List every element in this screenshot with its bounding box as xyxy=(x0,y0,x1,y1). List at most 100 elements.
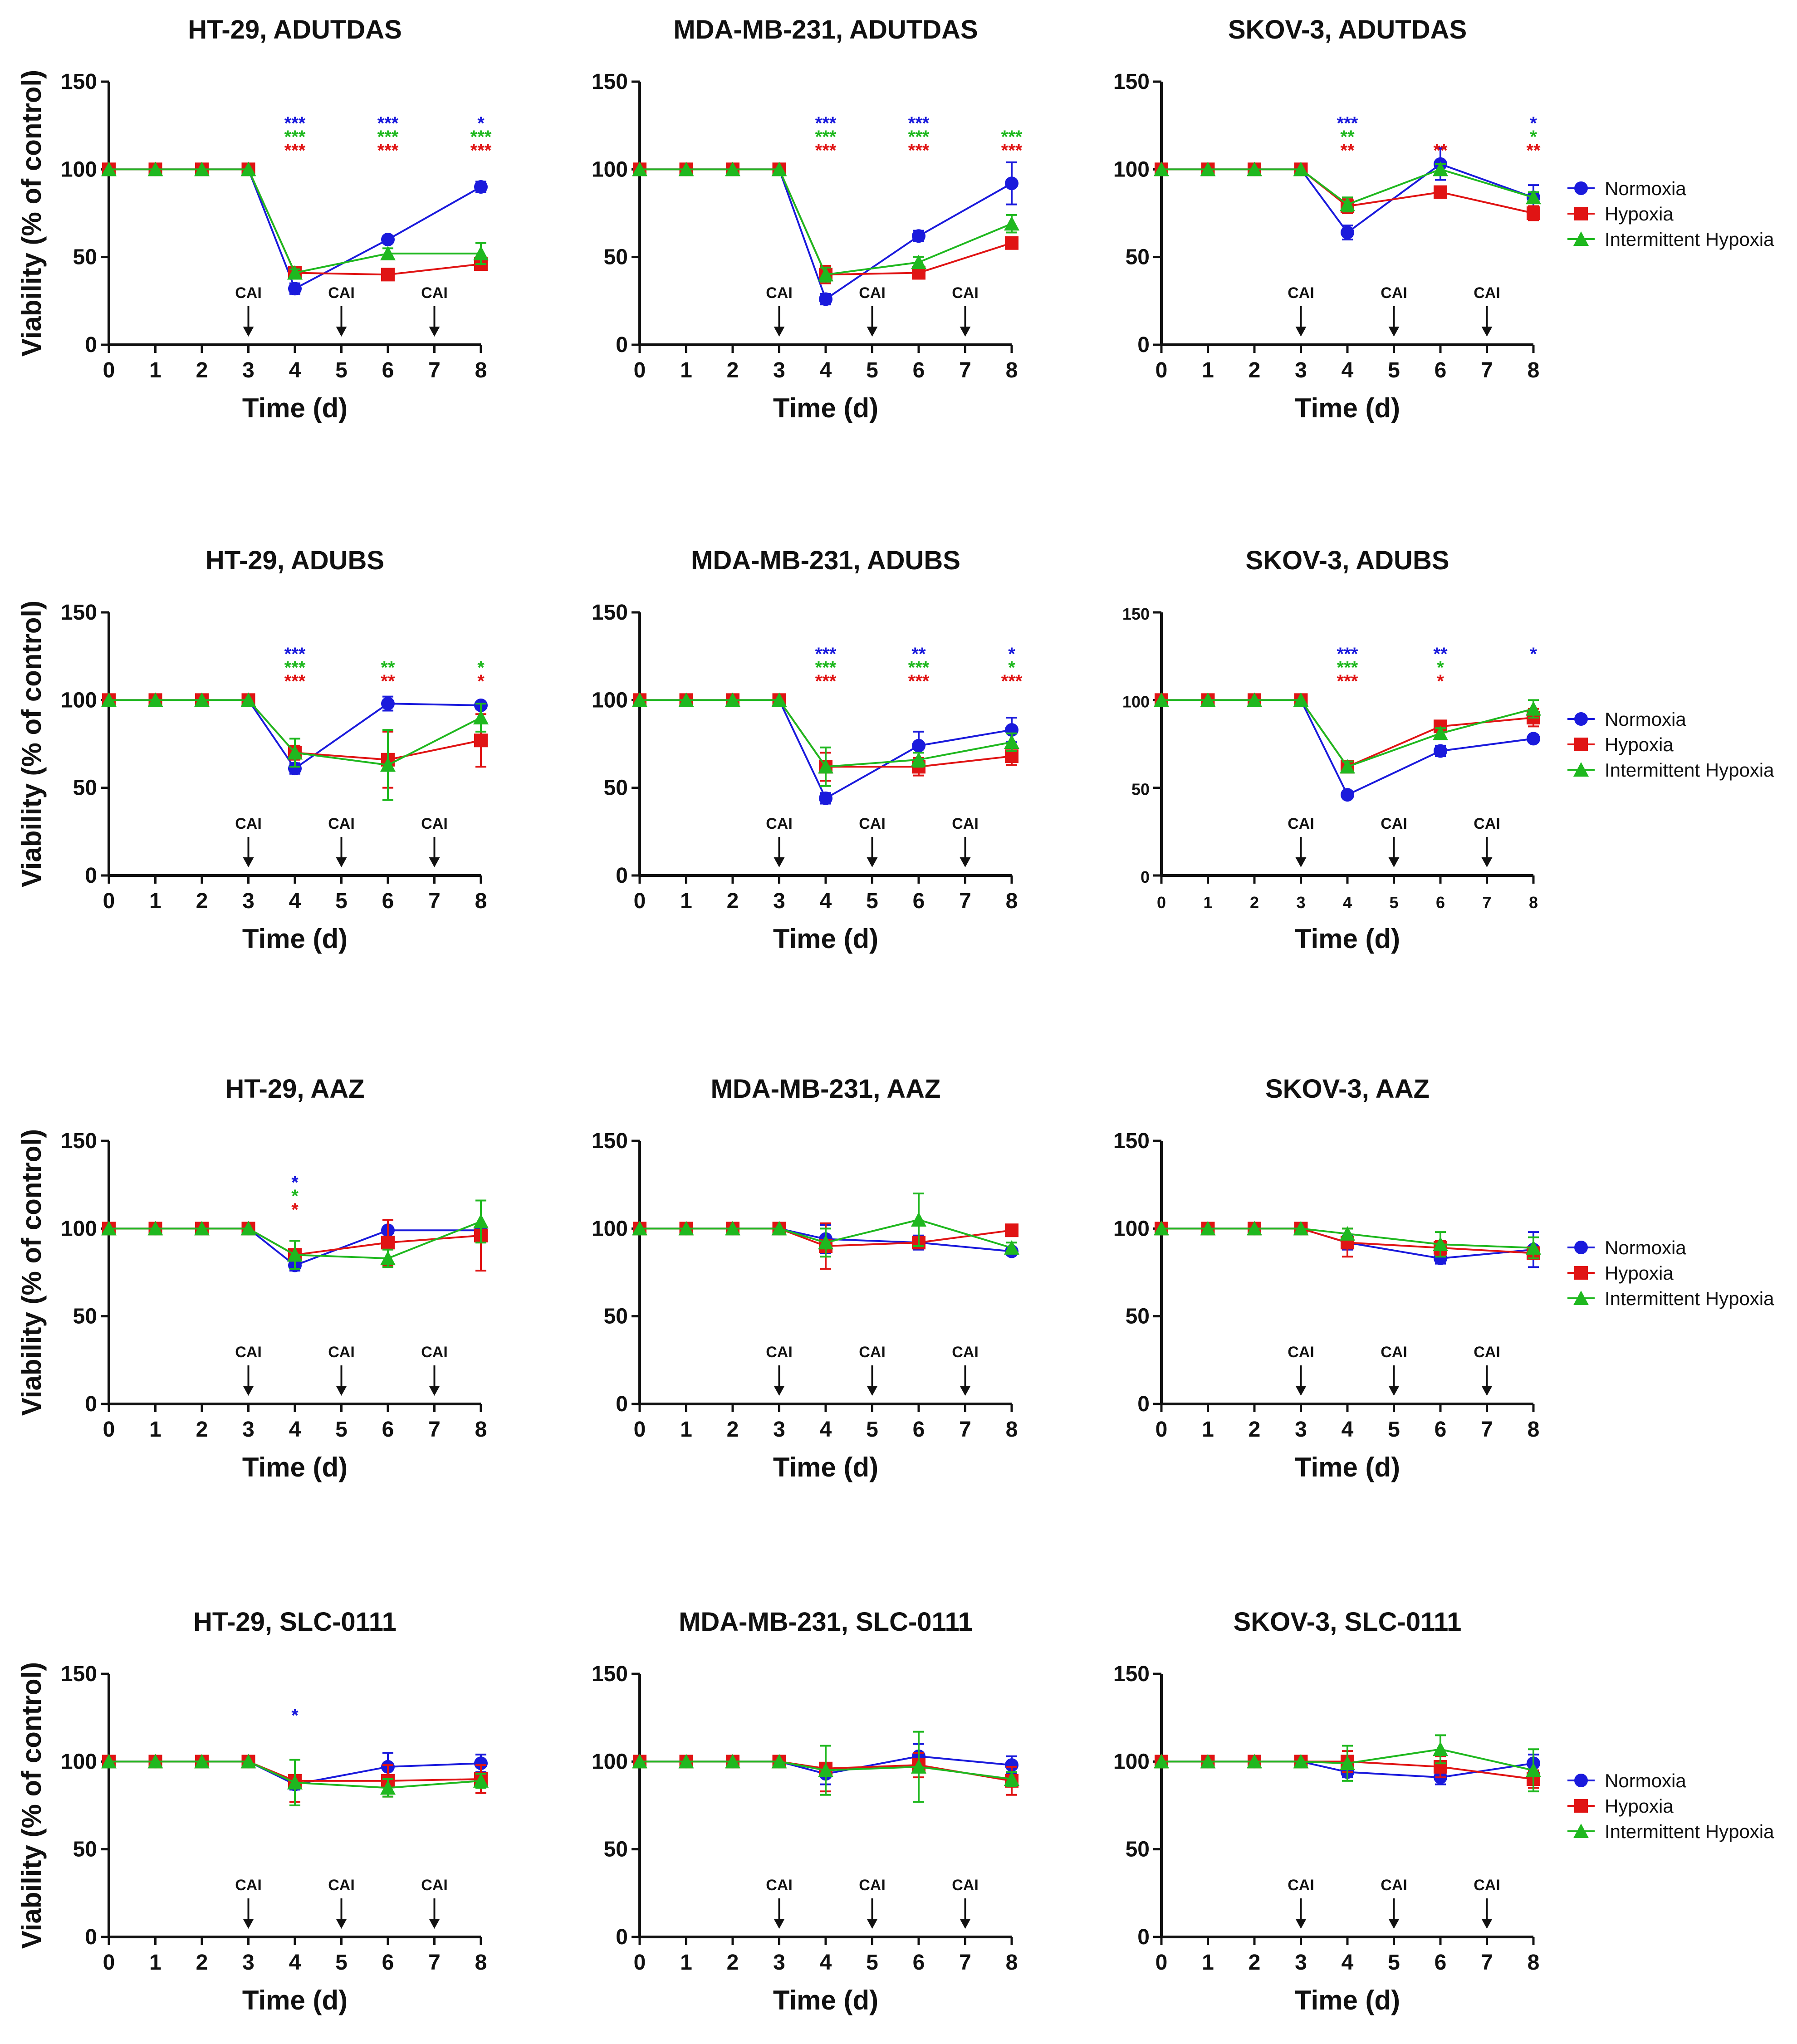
data-point xyxy=(1247,692,1262,707)
data-point xyxy=(474,733,488,748)
chart-title: HT-29, SLC-0111 xyxy=(193,1607,397,1637)
data-point xyxy=(1341,788,1354,802)
cai-label: CAI xyxy=(328,284,355,302)
cai-arrow-icon xyxy=(429,857,440,867)
cai-arrow-icon xyxy=(960,857,971,867)
data-point xyxy=(381,1236,395,1250)
data-point xyxy=(473,710,489,724)
cai-label: CAI xyxy=(952,815,979,832)
y-tick-label: 50 xyxy=(604,1838,628,1862)
y-tick-label: 50 xyxy=(604,776,628,800)
data-point xyxy=(380,1780,396,1795)
series-intermittent-hypoxia xyxy=(1154,1734,1541,1793)
x-tick-label: 6 xyxy=(913,1951,925,1975)
x-tick-label: 0 xyxy=(103,1418,115,1442)
legend: Normoxia Hypoxia Intermittent Hypoxia xyxy=(1567,1770,1774,1842)
significance-stars: *** xyxy=(908,658,930,678)
x-tick-label: 2 xyxy=(727,1951,739,1975)
x-tick-label: 0 xyxy=(634,358,646,382)
significance-stars: *** xyxy=(815,671,837,691)
x-tick-label: 1 xyxy=(1203,893,1212,912)
x-axis-label: Time (d) xyxy=(1295,1985,1400,2015)
significance-stars: *** xyxy=(1001,127,1023,147)
x-tick-label: 5 xyxy=(1389,893,1398,912)
cai-arrow-icon xyxy=(960,327,971,337)
cai-arrow-icon xyxy=(243,1919,254,1929)
x-tick-label: 7 xyxy=(959,358,971,382)
x-axis-label: Time (d) xyxy=(1295,393,1400,423)
data-point xyxy=(194,161,210,176)
cai-label: CAI xyxy=(1474,1344,1500,1361)
significance-stars: *** xyxy=(815,141,837,161)
y-tick-label: 50 xyxy=(73,1838,97,1862)
cai-arrow-icon xyxy=(960,1386,971,1396)
cai-arrow-icon xyxy=(774,857,785,867)
x-tick-label: 4 xyxy=(1343,893,1352,912)
significance-stars: * xyxy=(1437,671,1444,691)
chart-panel-2: MDA-MB-231, ADUTDAS 0 50 100 150 0 1 2 3 4 5 6 7 8 Tim… xyxy=(592,15,1023,423)
data-point xyxy=(287,1247,303,1262)
x-tick-label: 3 xyxy=(773,889,785,913)
data-point xyxy=(473,1213,489,1228)
x-tick-label: 4 xyxy=(289,358,301,382)
x-tick-label: 2 xyxy=(196,358,208,382)
x-tick-label: 7 xyxy=(959,1418,971,1442)
x-tick-label: 5 xyxy=(1388,358,1400,382)
chart-title: HT-29, AAZ xyxy=(225,1074,364,1104)
data-point xyxy=(678,1221,694,1236)
x-tick-label: 6 xyxy=(913,1418,925,1442)
data-point xyxy=(101,692,117,707)
legend-marker xyxy=(1573,1824,1589,1838)
cai-arrow-icon xyxy=(867,1919,878,1929)
legend-marker xyxy=(1573,231,1589,246)
x-axis-label: Time (d) xyxy=(773,393,878,423)
data-point xyxy=(818,1762,833,1777)
x-tick-label: 8 xyxy=(1006,358,1018,382)
x-tick-label: 5 xyxy=(866,889,878,913)
series-hypoxia xyxy=(102,162,488,282)
x-tick-label: 1 xyxy=(1202,1951,1214,1975)
legend-marker xyxy=(1573,762,1589,777)
data-point xyxy=(288,282,302,296)
series-intermittent-hypoxia xyxy=(632,161,1019,283)
x-tick-label: 5 xyxy=(866,358,878,382)
significance-stars: ** xyxy=(1433,141,1448,161)
chart-title: MDA-MB-231, SLC-0111 xyxy=(679,1607,973,1637)
legend-marker xyxy=(1574,1266,1588,1280)
y-tick-label: 150 xyxy=(1113,1129,1150,1153)
significance-stars: * xyxy=(1530,644,1537,664)
data-point xyxy=(194,692,210,707)
data-point xyxy=(911,1212,926,1227)
y-tick-label: 150 xyxy=(61,1662,97,1686)
significance-stars: *** xyxy=(284,671,306,691)
legend-marker xyxy=(1574,712,1588,726)
data-point xyxy=(1340,1755,1355,1770)
cai-label: CAI xyxy=(421,1344,448,1361)
legend-marker xyxy=(1574,207,1588,220)
chart-panel-7: HT-29, AAZ 0 50 100 150 0 1 2 3 4 5 6 7 8 Time (d) Viab… xyxy=(16,1074,489,1482)
data-point xyxy=(818,267,833,282)
significance-stars: * xyxy=(1437,658,1444,678)
y-tick-label: 0 xyxy=(85,1392,97,1416)
data-point xyxy=(1526,190,1541,205)
y-tick-label: 100 xyxy=(592,688,628,712)
significance-stars: ** xyxy=(381,658,395,678)
significance-stars: *** xyxy=(1001,671,1023,691)
data-point xyxy=(1433,1741,1448,1756)
legend-marker xyxy=(1574,181,1588,195)
cai-label: CAI xyxy=(1288,1877,1314,1894)
y-tick-label: 150 xyxy=(592,601,628,625)
cai-label: CAI xyxy=(766,815,793,832)
y-axis-label: Viability (% of control) xyxy=(16,70,47,357)
significance-stars: * xyxy=(1530,113,1537,133)
data-point xyxy=(473,1773,489,1788)
x-tick-label: 7 xyxy=(428,1951,441,1975)
cai-arrow-icon xyxy=(336,327,347,337)
data-point xyxy=(632,1221,647,1236)
x-tick-label: 8 xyxy=(1006,889,1018,913)
x-axis-label: Time (d) xyxy=(773,924,878,954)
data-point xyxy=(1433,725,1448,740)
chart-panel-5: MDA-MB-231, ADUBS 0 50 100 150 0 1 2 3 4 5 6 7 8 Time … xyxy=(592,546,1023,954)
cai-arrow-icon xyxy=(336,857,347,867)
